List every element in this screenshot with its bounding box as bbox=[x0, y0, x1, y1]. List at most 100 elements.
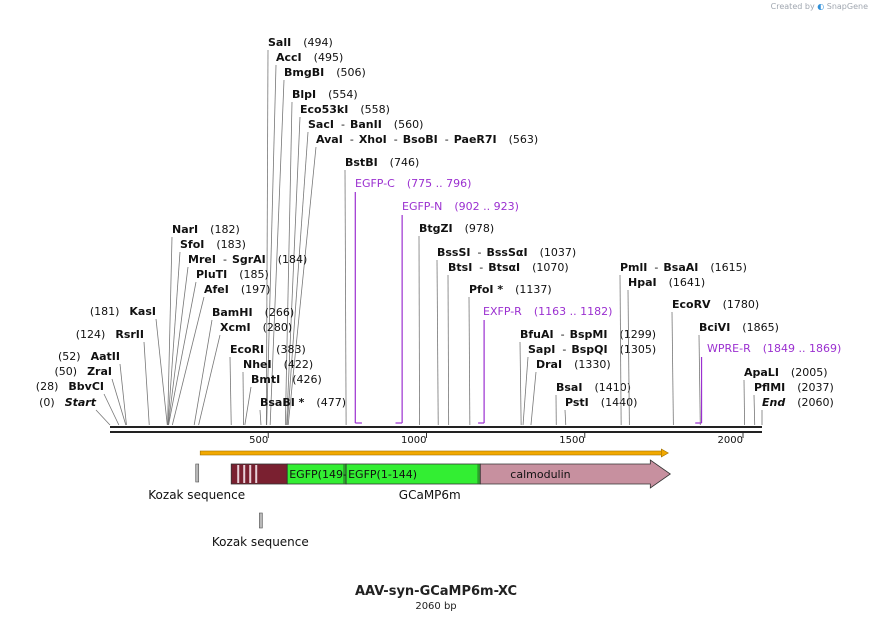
enzyme-site-line bbox=[468, 296, 471, 426]
gcamp-linker-stripe bbox=[243, 465, 246, 483]
enzyme-name: NarI bbox=[172, 223, 198, 236]
enzyme-label: BtgZI (978) bbox=[419, 222, 494, 235]
enzyme-label: BmtI (426) bbox=[251, 373, 322, 386]
enzyme-position: (477) bbox=[316, 396, 346, 409]
snapgene-logo-icon: ◐ bbox=[817, 2, 825, 11]
enzyme-site-line bbox=[103, 393, 120, 426]
enzyme-label: PfoI * (1137) bbox=[469, 283, 552, 296]
enzyme-position: (495) bbox=[314, 51, 344, 64]
enzyme-label: BsaBI * (477) bbox=[260, 396, 346, 409]
enzyme-name: DraI bbox=[536, 358, 562, 371]
enzyme-separator: - bbox=[478, 246, 482, 259]
enzyme-position: (197) bbox=[241, 283, 271, 296]
enzyme-name: AatII bbox=[91, 350, 120, 363]
enzyme-position: (0) bbox=[39, 396, 55, 409]
enzyme-name: SacI bbox=[308, 118, 334, 131]
enzyme-site-line bbox=[111, 378, 127, 426]
enzyme-separator: - bbox=[561, 328, 565, 341]
enzyme-name: BsaAI bbox=[663, 261, 698, 274]
enzyme-name: BssSI bbox=[437, 246, 471, 259]
enzyme-name: BfuAI bbox=[520, 328, 554, 341]
kozak-feature-label: Kozak sequence bbox=[212, 535, 309, 549]
enzyme-position: (280) bbox=[263, 321, 293, 334]
created-by-text: Created by bbox=[770, 2, 815, 11]
enzyme-name: HpaI bbox=[628, 276, 657, 289]
enzyme-position: (2005) bbox=[791, 366, 828, 379]
primer-name: EXFP-R bbox=[483, 305, 522, 318]
enzyme-site-line bbox=[242, 371, 244, 426]
enzyme-name: BciVI bbox=[699, 321, 730, 334]
enzyme-position: (383) bbox=[276, 343, 306, 356]
enzyme-name: AccI bbox=[276, 51, 302, 64]
enzyme-name: BanII bbox=[350, 118, 382, 131]
enzyme-site-line bbox=[286, 131, 309, 426]
axis-tick-label: 500 bbox=[249, 435, 268, 446]
enzyme-name: PmlI bbox=[620, 261, 647, 274]
enzyme-name: SgrAI bbox=[232, 253, 266, 266]
enzyme-name: XhoI bbox=[359, 133, 387, 146]
enzyme-site-line bbox=[168, 281, 197, 426]
enzyme-site-line bbox=[447, 274, 450, 426]
gcamp6m-feature-label: GCaMP6m bbox=[399, 488, 461, 502]
enzyme-position: (1137) bbox=[515, 283, 552, 296]
enzyme-position: (1037) bbox=[540, 246, 577, 259]
enzyme-site-line bbox=[259, 409, 262, 426]
enzyme-position: (50) bbox=[54, 365, 77, 378]
primer: WPRE-R (1849 .. 1869) bbox=[707, 342, 841, 355]
axis-tick-label: 1000 bbox=[401, 435, 426, 446]
enzyme-site-line bbox=[619, 274, 622, 426]
gcamp-linker-stripe bbox=[255, 465, 258, 483]
enzyme-site-line bbox=[671, 311, 674, 426]
enzyme-label: EcoRV (1780) bbox=[672, 298, 759, 311]
primer: EGFP-C (775 .. 796) bbox=[355, 177, 471, 190]
enzyme-separator: - bbox=[654, 261, 658, 274]
enzyme-name: BbvCI bbox=[68, 380, 104, 393]
enzyme-site-line bbox=[266, 64, 277, 426]
enzyme-name: BsaBI * bbox=[260, 396, 305, 409]
enzyme-separator: - bbox=[445, 133, 449, 146]
enzyme-site-line bbox=[344, 169, 347, 426]
enzyme-label: EcoRI (383) bbox=[230, 343, 306, 356]
enzyme-label: PflMI (2037) bbox=[754, 381, 834, 394]
enzyme-label: BssSI - BssSαI (1037) bbox=[437, 246, 576, 259]
enzyme-label: DraI (1330) bbox=[536, 358, 611, 371]
enzyme-position: (558) bbox=[360, 103, 390, 116]
sequence-backbone-top bbox=[110, 426, 762, 428]
enzyme-position: (182) bbox=[210, 223, 240, 236]
enzyme-separator: - bbox=[394, 133, 398, 146]
enzyme-site-line bbox=[418, 235, 420, 426]
enzyme-name: BspQI bbox=[571, 343, 607, 356]
enzyme-position: (1440) bbox=[601, 396, 638, 409]
primer-range: (902 .. 923) bbox=[454, 200, 519, 213]
enzyme-site-line bbox=[229, 356, 232, 426]
enzyme-name: KasI bbox=[129, 305, 156, 318]
snapgene-brand: Created by ◐ SnapGene bbox=[771, 2, 868, 11]
enzyme-name: BmgBI bbox=[284, 66, 324, 79]
gcamp-segment-junction bbox=[343, 464, 347, 484]
plasmid-length: 2060 bp bbox=[415, 601, 457, 612]
enzyme-label: KasI (181) bbox=[90, 305, 156, 318]
plasmid-name: AAV-syn-GCaMP6m-XC bbox=[354, 584, 518, 599]
primer: EXFP-R (1163 .. 1182) bbox=[483, 305, 612, 318]
enzyme-label: NheI (422) bbox=[243, 358, 313, 371]
gcamp-segment-junction bbox=[477, 464, 481, 484]
enzyme-position: (1641) bbox=[669, 276, 706, 289]
enzyme-label: BsaI (1410) bbox=[556, 381, 631, 394]
enzyme-site-line bbox=[530, 371, 537, 426]
enzyme-name: BssSαI bbox=[487, 246, 528, 259]
primer-name: EGFP-N bbox=[402, 200, 442, 213]
enzyme-site-line bbox=[564, 409, 567, 426]
enzyme-site-line bbox=[287, 146, 317, 426]
kozak-feature-label: Kozak sequence bbox=[148, 488, 245, 502]
enzyme-label: ApaLI (2005) bbox=[744, 366, 828, 379]
enzyme-name: PflMI bbox=[754, 381, 785, 394]
enzyme-position: (560) bbox=[394, 118, 424, 131]
kozak-feature-bar bbox=[195, 463, 200, 483]
enzyme-name: AfeI bbox=[204, 283, 229, 296]
enzyme-position: (1410) bbox=[594, 381, 631, 394]
enzyme-site-line bbox=[193, 319, 213, 426]
enzyme-site-line bbox=[753, 394, 756, 426]
enzyme-position: (554) bbox=[328, 88, 358, 101]
enzyme-name: BmtI bbox=[251, 373, 280, 386]
enzyme-name: Eco53kI bbox=[300, 103, 348, 116]
